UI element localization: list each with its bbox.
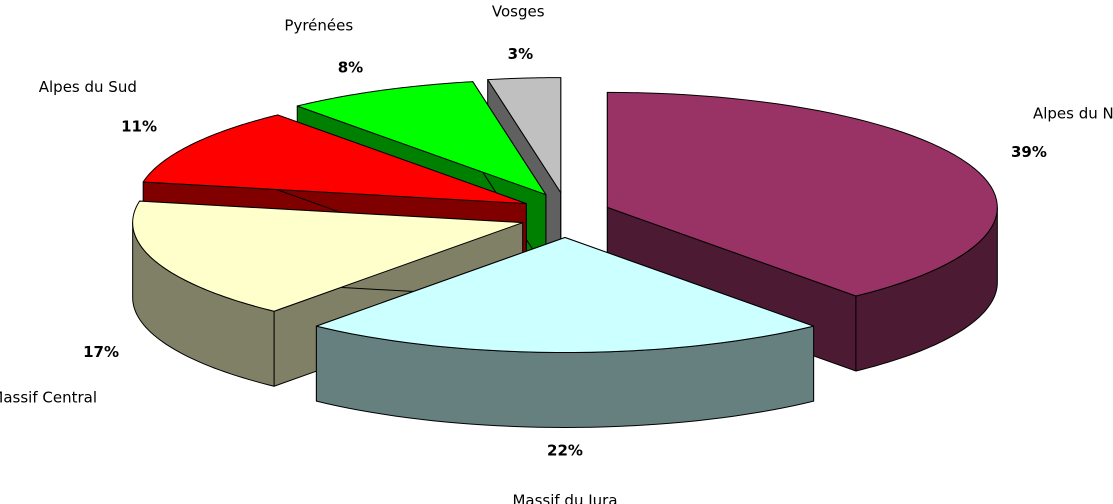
data-label: 39% bbox=[1011, 143, 1047, 161]
category-label: Vosges bbox=[492, 2, 545, 20]
category-label: Massif du Jura bbox=[512, 491, 617, 504]
slice-top bbox=[296, 81, 547, 196]
slice-top bbox=[132, 200, 524, 312]
pie-slice bbox=[315, 237, 815, 428]
category-label: Pyrénées bbox=[284, 16, 353, 34]
data-label: 8% bbox=[338, 59, 363, 77]
slice-top bbox=[487, 77, 562, 194]
data-label: 11% bbox=[121, 118, 157, 136]
data-label: 3% bbox=[508, 45, 533, 63]
category-label: Alpes du Nord bbox=[1033, 105, 1113, 123]
slice-top bbox=[315, 237, 815, 353]
slice-top bbox=[606, 91, 998, 297]
category-label: Massif Central bbox=[0, 388, 97, 406]
slice-top bbox=[142, 114, 527, 205]
category-label: Alpes du Sud bbox=[39, 78, 137, 96]
data-label: 17% bbox=[83, 343, 119, 361]
data-label: 22% bbox=[547, 442, 583, 460]
